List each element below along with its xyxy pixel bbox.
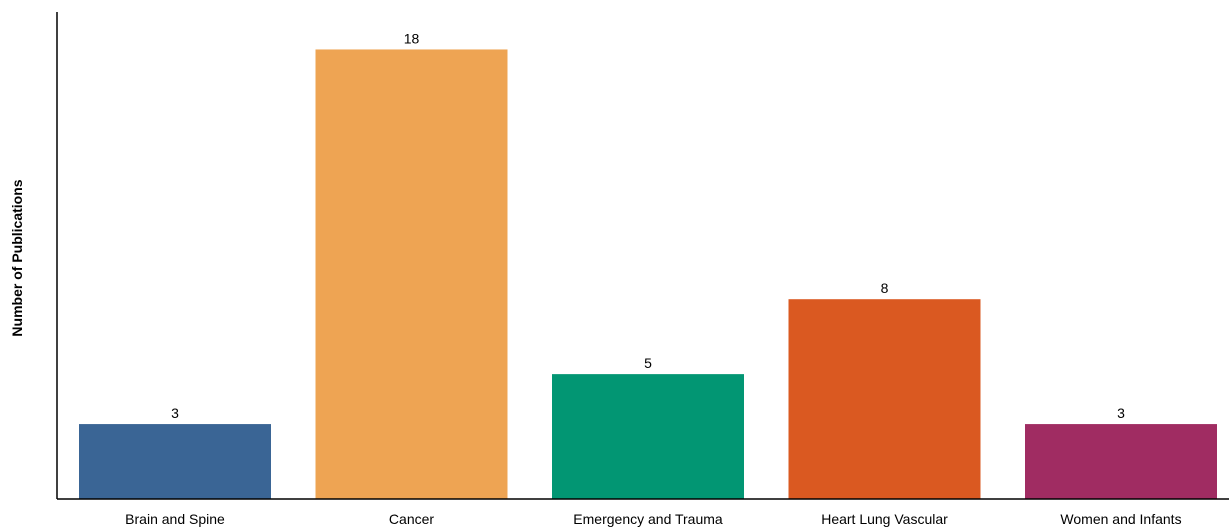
- x-tick-label: Cancer: [389, 511, 434, 527]
- data-labels: 3 18 5 8 3: [171, 30, 1125, 421]
- bar-heart-lung-vascular: [788, 299, 981, 499]
- y-axis-title: Number of Publications: [9, 179, 25, 336]
- data-label: 8: [881, 280, 889, 296]
- data-label: 5: [644, 355, 652, 371]
- data-label: 18: [404, 30, 420, 46]
- x-tick-label: Brain and Spine: [125, 511, 225, 527]
- bar-cancer: [315, 49, 508, 499]
- bar-women-and-infants: [1025, 424, 1217, 499]
- bar-emergency-and-trauma: [552, 374, 744, 499]
- bars: [79, 49, 1217, 499]
- data-label: 3: [1117, 405, 1125, 421]
- x-tick-labels: Brain and Spine Cancer Emergency and Traum…: [125, 511, 1181, 527]
- data-label: 3: [171, 405, 179, 421]
- bar-brain-and-spine: [79, 424, 271, 499]
- x-tick-label: Women and Infants: [1060, 511, 1181, 527]
- x-tick-label: Emergency and Trauma: [573, 511, 723, 527]
- x-tick-label: Heart Lung Vascular: [821, 511, 948, 527]
